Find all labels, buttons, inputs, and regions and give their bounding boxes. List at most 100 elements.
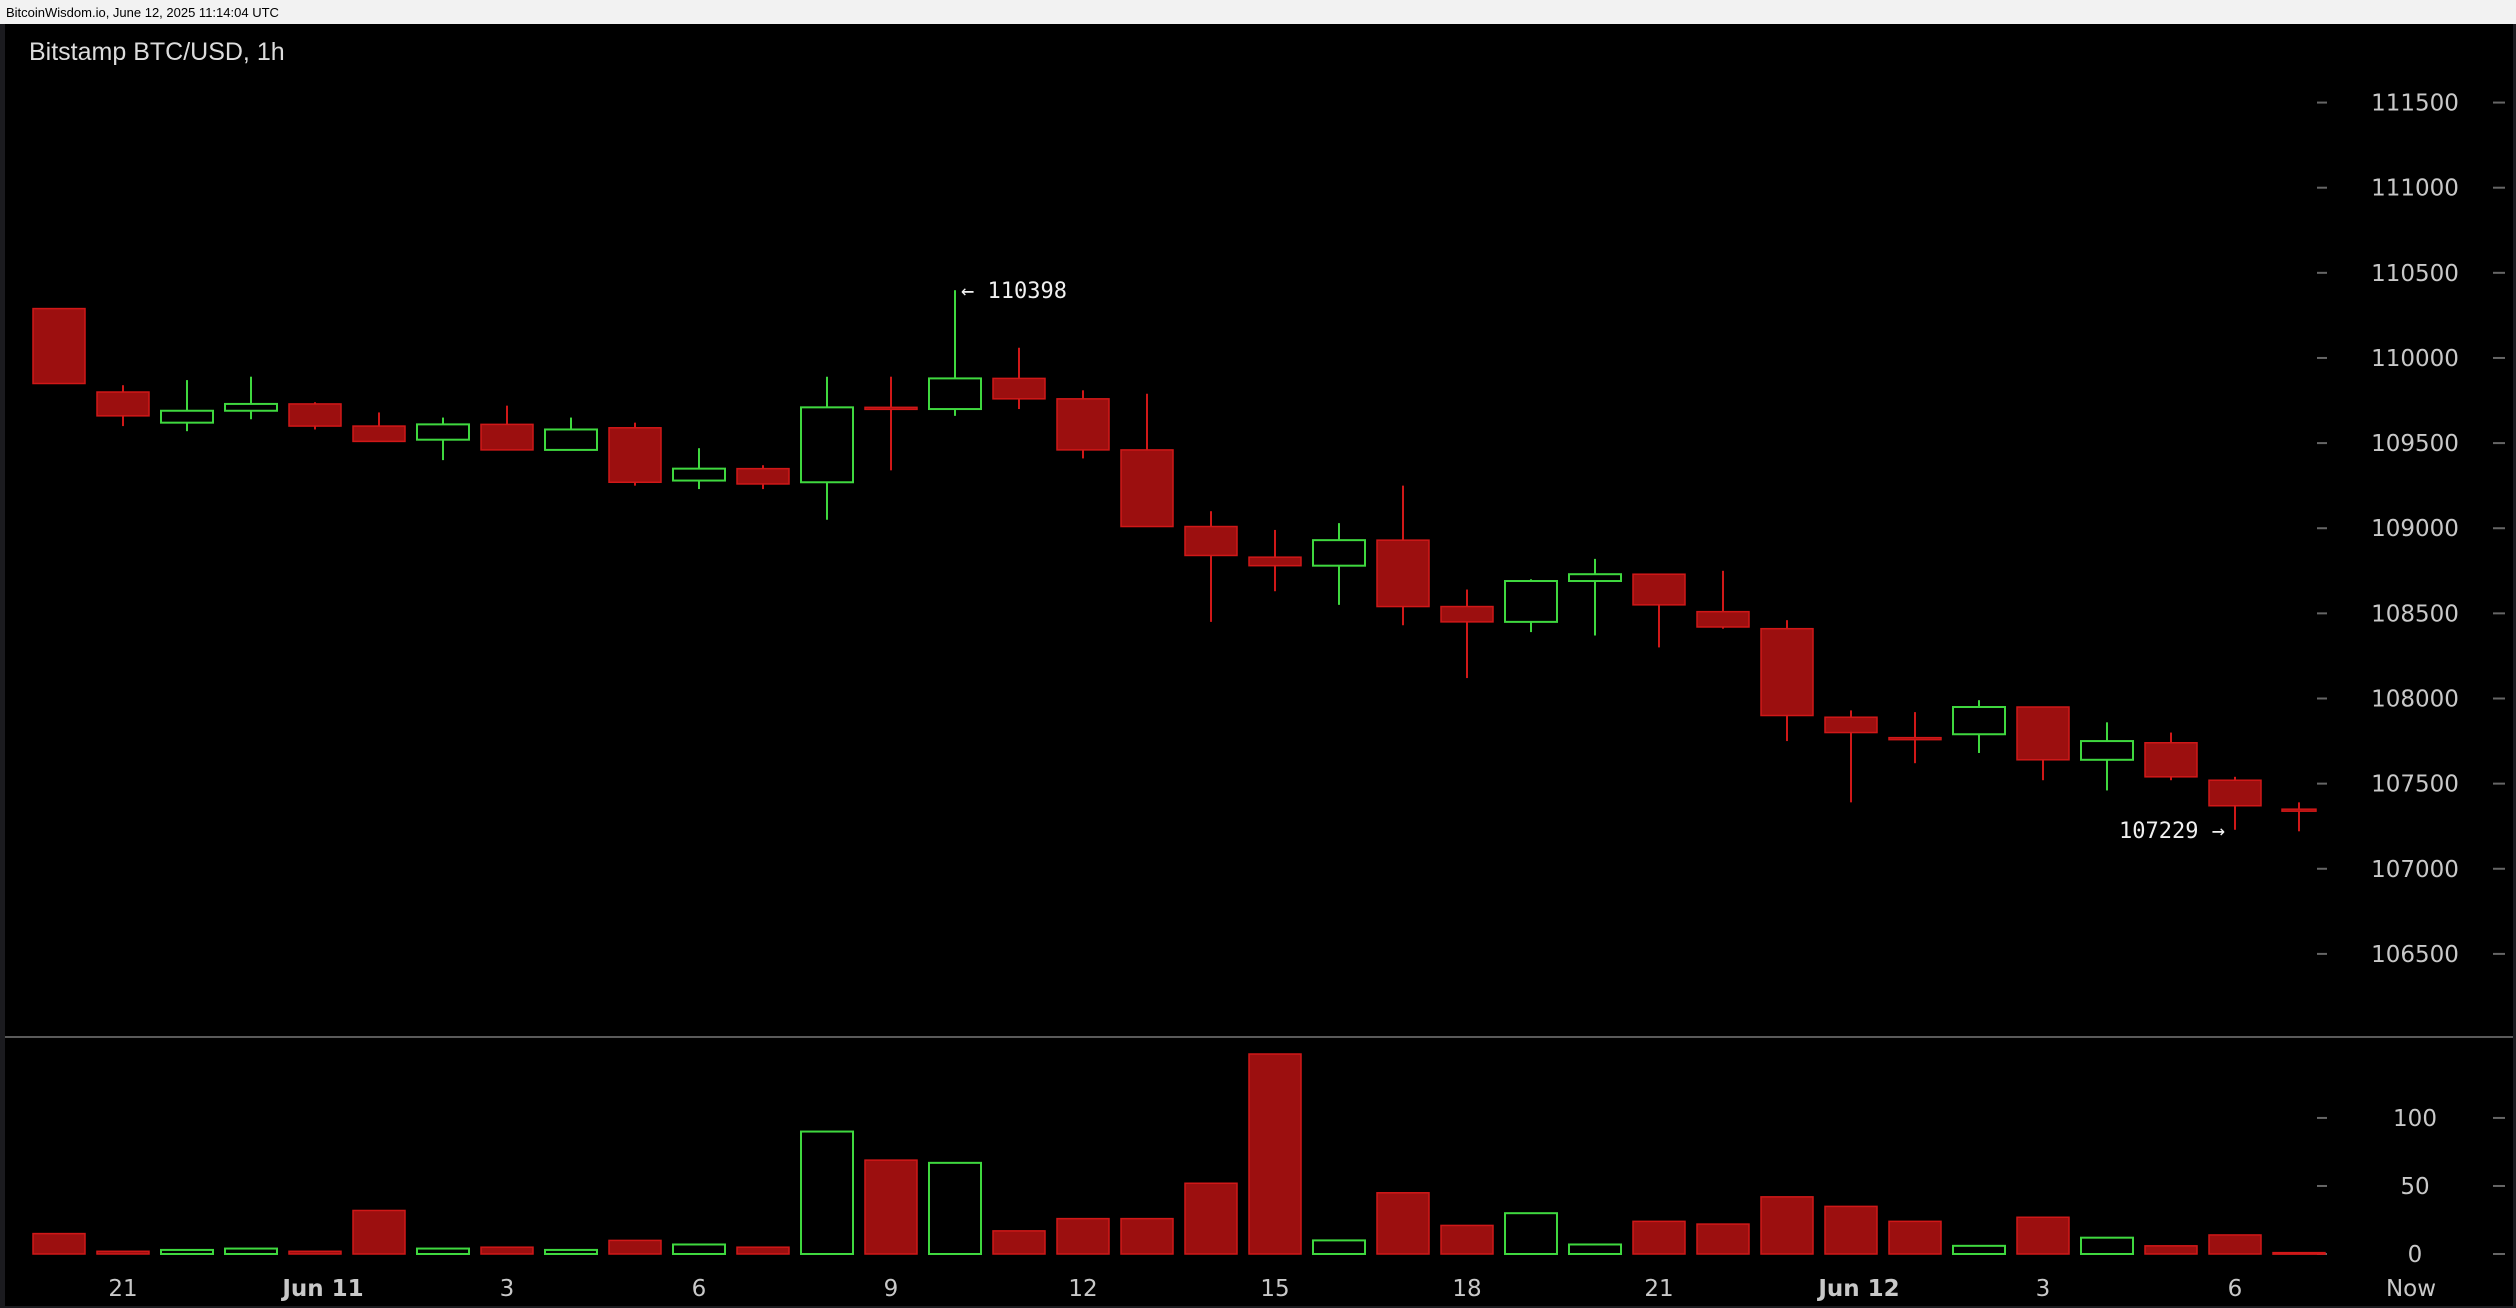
time-axis-label: 3 [500, 1276, 515, 1302]
volume-bar-down [96, 1250, 150, 1255]
candle-up [224, 376, 278, 420]
candle-body [352, 425, 406, 443]
volume-bar-down [736, 1246, 790, 1255]
volume-bar-up [160, 1248, 214, 1255]
price-axis: 111500 111000 110500 110000 109500 109000 1085… [2317, 91, 2505, 968]
time-axis-label: Jun 12 [1816, 1276, 1899, 1302]
candle-down [1440, 589, 1494, 679]
price-tick-label: 106500 [2371, 942, 2459, 968]
candle-body [2016, 706, 2070, 761]
candle-body [1824, 716, 1878, 734]
volume-bar-down [2272, 1251, 2326, 1255]
candle-down [1760, 620, 1814, 742]
volume-bars-group [32, 1053, 2326, 1256]
time-axis-label: 21 [1644, 1276, 1673, 1302]
candle-up [1312, 523, 1366, 605]
candle-up [928, 290, 982, 416]
candle-body [480, 423, 534, 451]
volume-bar-down [1056, 1217, 1110, 1255]
candle-down [32, 307, 86, 385]
header-text: BitcoinWisdom.io, June 12, 2025 11:14:04… [6, 5, 279, 20]
volume-bar-up [928, 1161, 982, 1255]
candle-body [608, 427, 662, 484]
candle-body [2080, 740, 2134, 761]
candle-down [1696, 570, 1750, 629]
price-tick-label: 108000 [2371, 686, 2459, 712]
candle-body [1504, 580, 1558, 623]
price-annotation: ← 110398 [961, 279, 1067, 304]
price-tick-label: 107500 [2371, 772, 2459, 798]
candle-body [416, 423, 470, 441]
candle-body [736, 467, 790, 485]
volume-bar-up [1952, 1244, 2006, 1256]
volume-bar-down [288, 1250, 342, 1255]
volume-axis: 100 50 0 [2317, 1106, 2505, 1268]
candle-body [672, 467, 726, 482]
price-annotation: 107229 → [2119, 819, 2225, 844]
time-axis-label: 6 [692, 1276, 707, 1302]
volume-bar-down [608, 1239, 662, 1255]
candle-down [2144, 732, 2198, 781]
candle-down [2281, 802, 2317, 832]
candle-down [352, 412, 406, 443]
volume-bar-down [992, 1230, 1046, 1255]
volume-bar-down [2016, 1216, 2070, 1255]
candle-body [1312, 539, 1366, 567]
time-axis-label: 12 [1068, 1276, 1097, 1302]
candle-down [1888, 712, 1942, 764]
volume-bar-up [416, 1247, 470, 1256]
volume-bar-down [2144, 1245, 2198, 1255]
candlestick-chart[interactable]: Bitstamp BTC/USD, 1h 1115001110001105001… [5, 24, 2513, 1306]
candle-down [2208, 776, 2262, 830]
candle-down [96, 385, 150, 427]
candle-body [864, 406, 918, 411]
volume-bar-up [800, 1130, 854, 1256]
volume-tick-label: 100 [2393, 1106, 2437, 1132]
candle-down [608, 422, 662, 486]
volume-bar-up [1312, 1239, 1366, 1255]
volume-bar-down [1888, 1220, 1942, 1255]
price-tick-label: 109500 [2371, 431, 2459, 457]
volume-bar-up [544, 1248, 598, 1255]
candle-body [1952, 706, 2006, 736]
volume-bar-up [1568, 1243, 1622, 1256]
candle-body [1568, 573, 1622, 583]
volume-bar-down [2208, 1234, 2262, 1255]
candle-down [1120, 393, 1174, 528]
candle-down [1248, 529, 1302, 592]
candle-body [800, 406, 854, 484]
price-tick-label: 107000 [2371, 857, 2459, 883]
time-axis-label: 18 [1452, 1276, 1481, 1302]
price-tick-label: 111500 [2371, 91, 2459, 117]
candle-body [1632, 573, 1686, 606]
price-tick-label: 110500 [2371, 261, 2459, 287]
price-tick-label: 109000 [2371, 516, 2459, 542]
candle-up [800, 376, 854, 520]
candle-up [1504, 579, 1558, 633]
candle-down [288, 402, 342, 430]
chart-title: Bitstamp BTC/USD, 1h [29, 38, 285, 66]
volume-bar-down [32, 1232, 86, 1255]
candle-body [928, 377, 982, 411]
candle-body [992, 377, 1046, 400]
candle-body [1760, 627, 1814, 717]
time-axis-label: 6 [2228, 1276, 2243, 1302]
volume-bar-up [1504, 1212, 1558, 1256]
price-tick-label: 110000 [2371, 346, 2459, 372]
candle-body [1376, 539, 1430, 608]
time-axis: 21 Jun 11 3 6 9 12 15 18 21 Jun 12 3 6 Now [108, 1276, 2436, 1302]
time-axis-label: Now [2386, 1276, 2436, 1302]
candle-body [96, 391, 150, 417]
candle-body [1184, 525, 1238, 557]
candle-up [544, 417, 598, 451]
candle-up [672, 448, 726, 490]
candle-down [480, 405, 534, 451]
candle-down [1184, 511, 1238, 622]
volume-tick-label: 50 [2400, 1174, 2429, 1200]
time-axis-label: 9 [884, 1276, 899, 1302]
volume-bar-down [352, 1209, 406, 1255]
candle-up [1952, 700, 2006, 753]
candle-down [1632, 573, 1686, 648]
volume-bar-down [1632, 1220, 1686, 1255]
candle-body [1056, 398, 1110, 451]
